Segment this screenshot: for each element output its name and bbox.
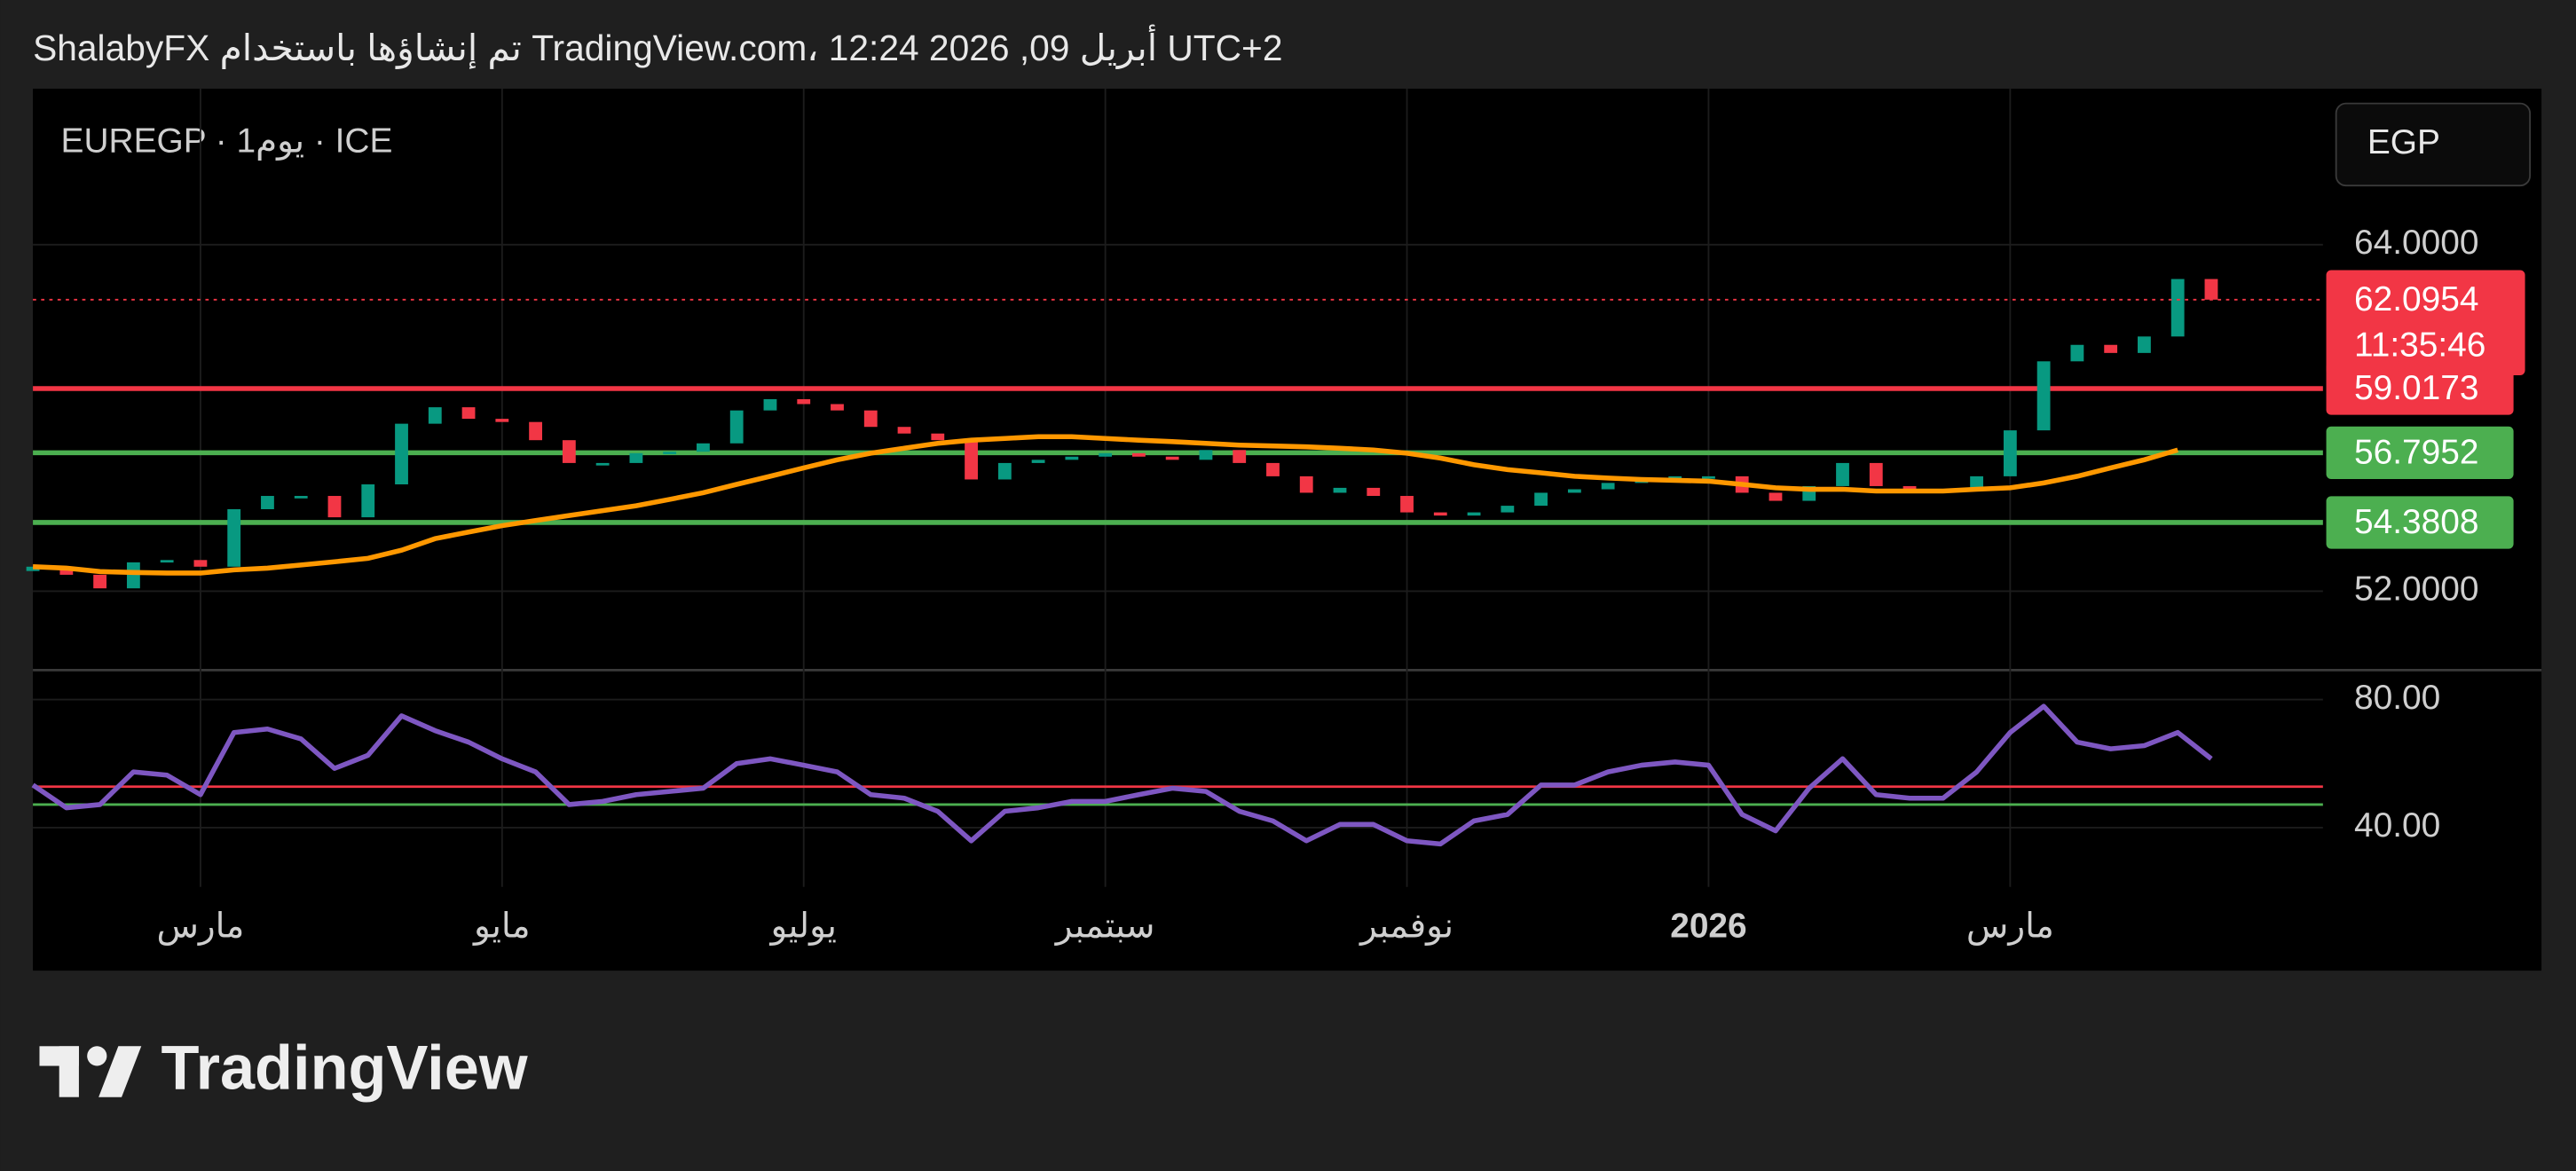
candle-body [361,484,375,518]
candle-body [59,566,74,575]
candle-body [2170,279,2185,337]
candle-body [2204,279,2218,300]
candle-body [1567,489,1581,493]
candle-body [931,433,945,441]
price-label-box [2326,426,2514,479]
price-label: 59.0173 [2354,369,2478,407]
candle-body [93,574,107,589]
candle-body [294,496,308,499]
candle-body [193,560,208,567]
candle-body [1501,506,1515,513]
candle-body [2104,344,2118,353]
candle-body [126,562,140,589]
candle-body [1601,483,1615,490]
candle-body [160,560,174,563]
candle-body [395,423,408,485]
candle-body [863,410,878,428]
candle-body [1299,475,1313,493]
candle-body [1233,450,1247,463]
candle-body [729,410,744,444]
moving-average [32,434,2178,576]
x-tick-label: نوفمبر [1359,907,1453,946]
candle-body [1869,462,1883,486]
candle-body [495,419,509,422]
logo-mark [59,1046,79,1097]
rsi-line [31,703,2213,847]
x-tick-label: مارس [1966,907,2054,945]
countdown: 11:35:46 [2354,326,2485,365]
candle-body [595,462,610,466]
candle-body [1131,452,1146,457]
header: ShalabyFX تم إنشاؤها باستخدام TradingVie… [33,24,1282,69]
x-tick-label: سبتمبر [1054,907,1155,946]
candle-body [1333,487,1347,493]
candle-body [562,440,576,463]
candle-body [1836,462,1849,486]
x-tick-label: يوليو [768,907,837,946]
candle-body [2070,344,2084,362]
x-tick-label: مارس [156,907,244,945]
candle-body [261,496,274,510]
candle-body [797,398,811,405]
candle-body [2003,430,2017,476]
candle-body [1099,452,1113,457]
candle-body [663,452,677,454]
price-label-box [2326,496,2514,549]
candle-body [529,421,542,441]
y-tick-label: 64.0000 [2354,224,2478,262]
candle-body [1702,475,1715,479]
candle-body [1467,512,1481,516]
currency-button[interactable] [2335,102,2532,187]
candle-body [1065,456,1079,460]
candle-body [965,440,978,480]
currency[interactable]: EGP [2367,123,2440,161]
last-price-label: 62.0954 [2354,280,2478,318]
chart-panel [33,88,2542,971]
candle-body [831,404,844,411]
logo-mark [98,1046,142,1097]
candle-body [1367,487,1381,497]
candle-body [1970,475,1983,490]
candle-body [327,496,342,518]
price-label: 56.7952 [2354,433,2478,471]
candle-body [2138,336,2151,353]
candle-body [763,398,777,411]
plot: مارس مايو يوليو سبتمبر نوفمبر 2026 مارس 64.0000… [26,88,2525,946]
logo: TradingView [39,1032,528,1102]
candle-body [697,443,710,452]
candle-body [2036,361,2051,431]
logo-text: TradingView [161,1032,527,1102]
y-tick-label: 80.00 [2354,679,2440,717]
candle-body [1433,512,1447,516]
price-label: 54.3808 [2354,503,2478,541]
y-tick-label: 52.0000 [2354,570,2478,609]
price-label-box [2326,362,2514,415]
candle-body [1534,492,1548,507]
candle-body [1199,450,1213,460]
candle-body [428,407,442,424]
candle-body [1902,485,1917,490]
x-tick-label: مايو [472,907,531,946]
candle-body [1165,456,1179,460]
candle-body [1769,492,1783,501]
x-tick-label: 2026 [1670,907,1746,945]
candle-body [227,509,241,567]
candle-body [1266,462,1280,476]
candle-body [997,462,1012,480]
candle-body [897,427,911,434]
y-tick-label: 40.00 [2354,806,2440,845]
symbol-info: EUREGP · 1يوم · ICE [61,122,393,161]
logo-mark [87,1046,107,1066]
last-price-box [2326,270,2525,375]
candle-body [1031,460,1045,463]
candle-body [461,407,476,420]
candle-body [1400,496,1414,513]
candle-body [629,452,643,463]
